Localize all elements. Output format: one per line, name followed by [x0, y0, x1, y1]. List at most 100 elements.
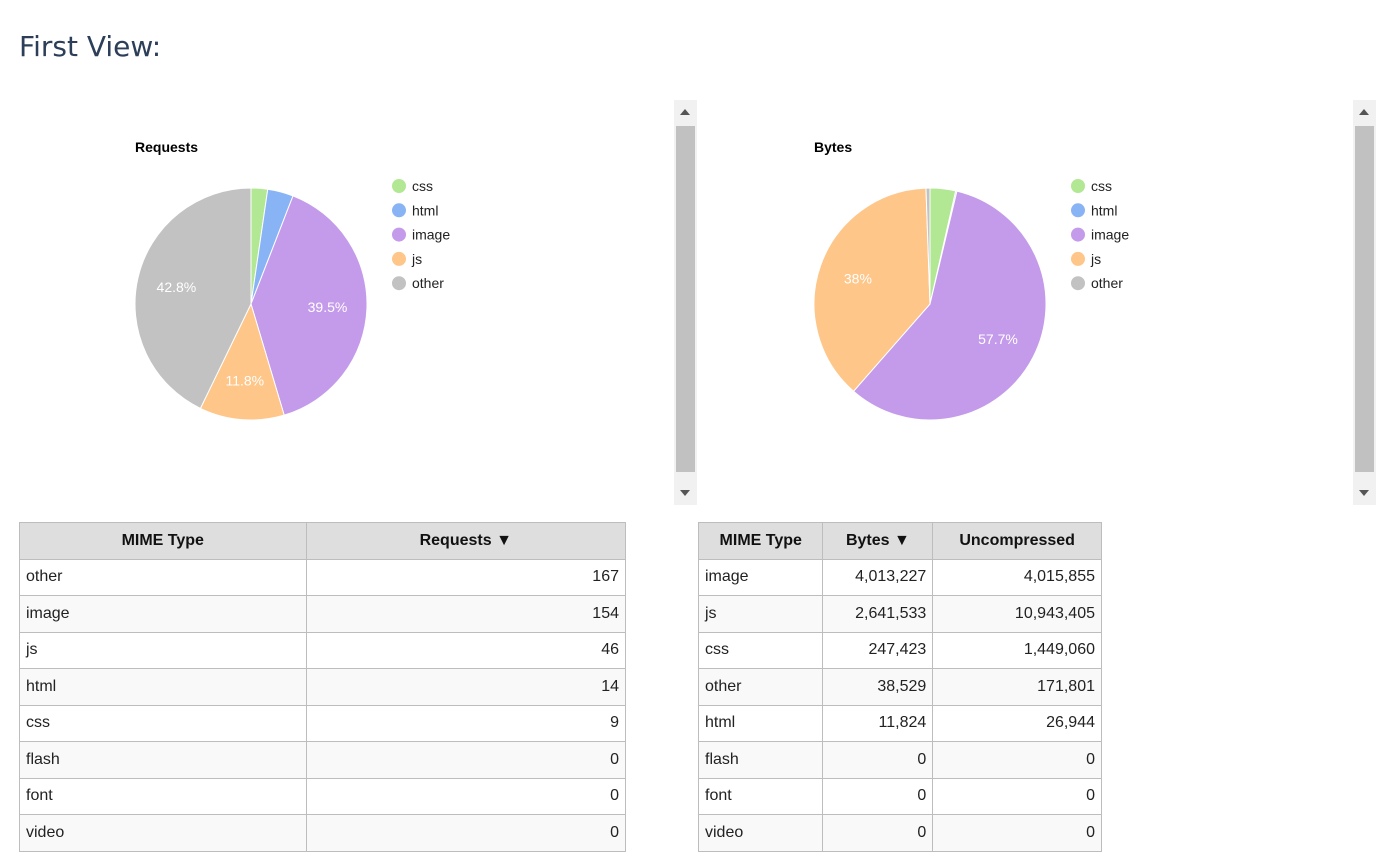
mime-type-cell: image: [19, 595, 307, 633]
scroll-down-arrow-icon[interactable]: [1353, 481, 1376, 505]
bytes-legend-label-image[interactable]: image: [1091, 227, 1129, 243]
requests-cell: 14: [305, 668, 626, 706]
table-row: image 154: [19, 595, 626, 633]
bytes-pie-slice-other[interactable]: [925, 187, 931, 305]
requests-legend-label-html[interactable]: html: [412, 202, 438, 218]
column-header-uncompressed[interactable]: Uncompressed: [932, 522, 1102, 560]
table-row: js 46: [19, 631, 626, 669]
table-row: flash 0: [19, 741, 626, 779]
table-row: js 2,641,533 10,943,405: [697, 595, 1102, 633]
mime-type-cell: js: [697, 595, 824, 633]
bytes-legend-swatch-other: [1071, 276, 1085, 291]
bytes-pie-slice-js[interactable]: [813, 187, 931, 392]
bytes-cell: 38,529: [822, 668, 934, 706]
requests-legend-swatch-image: [392, 227, 406, 242]
bytes-cell: 0: [822, 814, 934, 852]
uncompressed-cell: 4,015,855: [932, 558, 1102, 596]
requests-legend-label-js[interactable]: js: [411, 251, 422, 267]
bytes-legend-swatch-image: [1071, 227, 1085, 242]
table-row: html 11,824 26,944: [697, 704, 1102, 742]
mime-type-cell: font: [697, 777, 824, 815]
mime-type-cell: css: [19, 704, 307, 742]
requests-legend-label-other[interactable]: other: [412, 275, 444, 291]
mime-type-cell: flash: [19, 741, 307, 779]
bytes-pie-slice-image[interactable]: [852, 190, 1047, 421]
bytes-slice-label-image: 57.7%: [978, 331, 1018, 347]
bytes-chart-panel: Bytes 57.7% 38% css html image js other: [697, 100, 1376, 505]
requests-chart-scrollbar[interactable]: [674, 100, 697, 505]
table-row: font 0: [19, 777, 626, 815]
requests-pie-slice-other[interactable]: [134, 187, 252, 410]
table-row: other 167: [19, 558, 626, 596]
requests-slice-label-js: 11.8%: [225, 372, 264, 388]
table-row: video 0 0: [697, 814, 1102, 852]
requests-cell: 154: [305, 595, 626, 633]
bytes-legend-label-html[interactable]: html: [1091, 202, 1117, 218]
uncompressed-cell: 171,801: [932, 668, 1102, 706]
table-row: css 247,423 1,449,060: [697, 631, 1102, 669]
requests-slice-label-image: 39.5%: [308, 299, 348, 315]
column-header-requests[interactable]: Requests ▼: [305, 522, 626, 560]
uncompressed-cell: 0: [932, 741, 1102, 779]
table-row: css 9: [19, 704, 626, 742]
mime-type-cell: flash: [697, 741, 824, 779]
mime-type-cell: other: [19, 558, 307, 596]
bytes-table: MIME Type Bytes ▼ Uncompressed image 4,01…: [697, 522, 1102, 852]
bytes-chart-title: Bytes: [814, 139, 852, 155]
uncompressed-cell: 26,944: [932, 704, 1102, 742]
requests-legend-swatch-html: [392, 203, 406, 218]
mime-type-cell: video: [19, 814, 307, 852]
requests-legend-swatch-css: [392, 179, 406, 193]
column-header-mime-type[interactable]: MIME Type: [19, 522, 307, 560]
bytes-legend-label-js[interactable]: js: [1090, 251, 1101, 267]
table-row: flash 0 0: [697, 741, 1102, 779]
requests-cell: 0: [305, 777, 626, 815]
bytes-cell: 247,423: [822, 631, 934, 669]
bytes-legend-label-other[interactable]: other: [1091, 275, 1123, 291]
bytes-legend-swatch-js: [1071, 251, 1085, 266]
bytes-cell: 2,641,533: [822, 595, 934, 633]
bytes-legend-label-css[interactable]: css: [1091, 178, 1112, 194]
requests-cell: 167: [305, 558, 626, 596]
scroll-down-arrow-icon[interactable]: [674, 481, 697, 505]
table-row: video 0: [19, 814, 626, 852]
scroll-up-arrow-icon[interactable]: [1353, 100, 1376, 124]
page-title: First View:: [19, 30, 162, 63]
bytes-legend-swatch-css: [1071, 179, 1085, 193]
requests-table: MIME Type Requests ▼ other 167 image 154 j…: [19, 522, 626, 852]
bytes-slice-label-js: 38%: [844, 270, 872, 286]
scroll-up-arrow-icon[interactable]: [674, 100, 697, 124]
requests-chart-panel: Requests 39.5% 11.8% 42.8% css html image js oth…: [18, 100, 697, 505]
requests-cell: 46: [305, 631, 626, 669]
requests-slice-label-other: 42.8%: [157, 279, 197, 295]
requests-legend-swatch-js: [392, 251, 406, 266]
requests-cell: 0: [305, 814, 626, 852]
mime-type-cell: font: [19, 777, 307, 815]
requests-pie-slice-js[interactable]: [199, 302, 285, 421]
column-header-bytes[interactable]: Bytes ▼: [822, 522, 934, 560]
uncompressed-cell: 1,449,060: [932, 631, 1102, 669]
requests-chart-title: Requests: [135, 139, 198, 155]
requests-pie-slice-image[interactable]: [250, 195, 368, 416]
requests-pie-chart: Requests 39.5% 11.8% 42.8% css html image js oth…: [134, 139, 450, 421]
mime-type-cell: other: [697, 668, 824, 706]
scroll-thumb[interactable]: [1355, 126, 1374, 472]
scroll-thumb[interactable]: [676, 126, 695, 472]
requests-legend-label-image[interactable]: image: [412, 227, 450, 243]
mime-type-cell: js: [19, 631, 307, 669]
mime-type-cell: video: [697, 814, 824, 852]
bytes-chart-scrollbar[interactable]: [1353, 100, 1376, 505]
table-row: font 0 0: [697, 777, 1102, 815]
requests-cell: 0: [305, 741, 626, 779]
requests-cell: 9: [305, 704, 626, 742]
column-header-mime-type[interactable]: MIME Type: [697, 522, 824, 560]
bytes-cell: 11,824: [822, 704, 934, 742]
mime-type-cell: html: [19, 668, 307, 706]
bytes-pie-chart: Bytes 57.7% 38% css html image js other: [813, 139, 1129, 421]
uncompressed-cell: 10,943,405: [932, 595, 1102, 633]
table-row: other 38,529 171,801: [697, 668, 1102, 706]
table-row: image 4,013,227 4,015,855: [697, 558, 1102, 596]
bytes-cell: 0: [822, 777, 934, 815]
bytes-cell: 4,013,227: [822, 558, 934, 596]
requests-legend-label-css[interactable]: css: [412, 178, 433, 194]
